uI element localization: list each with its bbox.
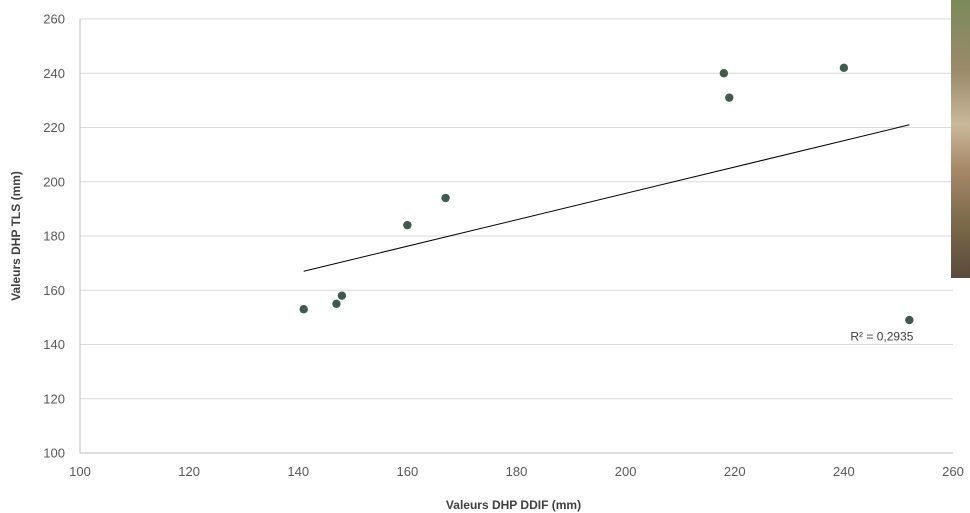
y-tick-label: 140 [43,337,65,352]
data-point [839,63,849,73]
trendline-layer [303,124,910,272]
x-tick-label: 100 [69,464,91,479]
gridlines [80,18,953,400]
y-tick-label: 100 [43,446,65,461]
y-tick-label: 160 [43,283,65,298]
trendline [303,124,910,272]
x-tick-label: 220 [724,464,746,479]
y-tick-label: 180 [43,229,65,244]
x-tick-label: 240 [833,464,855,479]
x-tick-label: 120 [178,464,200,479]
y-tick-label: 220 [43,120,65,135]
y-tick-label: 200 [43,174,65,189]
y-tick-label: 240 [43,66,65,81]
data-point [441,193,450,203]
x-tick-labels: 100 120 140 160 180 200 220 240 260 [69,464,964,479]
photo-thumbnail [951,0,970,278]
y-tick-label: 260 [43,12,65,27]
data-point [403,220,412,230]
y-axis-title: Valeurs DHP TLS (mm) [9,171,23,301]
data-point [337,291,347,300]
data-point [905,315,914,325]
x-tick-label: 160 [397,464,419,479]
data-point [719,69,729,78]
r-squared-label: R² = 0,2935 [850,329,913,343]
x-tick-label: 180 [506,464,528,479]
data-points [299,63,914,325]
x-tick-label: 200 [615,464,637,479]
data-point [299,305,308,314]
y-tick-label: 120 [43,391,65,406]
data-point [725,93,734,102]
y-tick-labels: 100 120 140 160 180 200 220 240 260 [43,12,65,461]
axes [79,19,953,454]
x-tick-label: 260 [942,464,964,479]
x-tick-label: 140 [287,464,309,479]
x-axis-title: Valeurs DHP DDIF (mm) [446,498,581,512]
data-point [332,299,341,309]
